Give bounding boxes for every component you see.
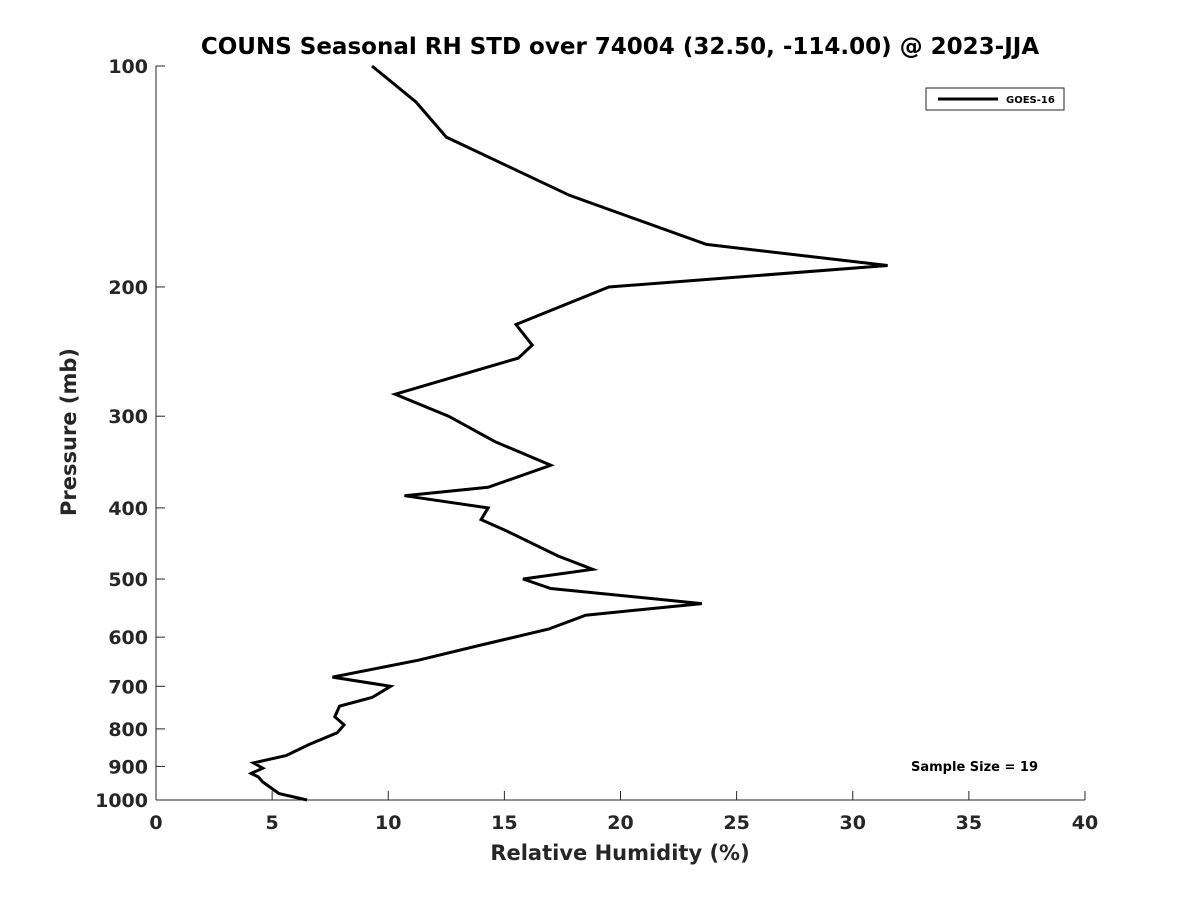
x-tick-label: 15 — [491, 812, 517, 834]
y-tick-label: 100 — [108, 56, 148, 78]
y-axis-label: Pressure (mb) — [57, 348, 81, 516]
legend-label-goes-16: GOES-16 — [1006, 95, 1055, 106]
x-axis-label: Relative Humidity (%) — [490, 841, 749, 865]
x-tick-label: 40 — [1072, 812, 1098, 834]
y-axis: 100 200 300 400 500 600 700 800 900 1000 — [95, 56, 165, 812]
plot-axes — [155, 66, 1085, 801]
x-tick-label: 20 — [607, 812, 633, 834]
x-tick-label: 35 — [956, 812, 982, 834]
sample-size-annotation: Sample Size = 19 — [911, 760, 1038, 775]
series-line-goes-16 — [247, 64, 888, 802]
legend: GOES-16 — [925, 87, 1065, 111]
y-tick-label: 200 — [108, 277, 148, 299]
y-tick-label: 900 — [108, 756, 148, 778]
x-tick-label: 0 — [149, 812, 162, 834]
series-layer — [247, 64, 888, 802]
y-tick-label: 1000 — [95, 790, 148, 812]
y-tick-label: 700 — [108, 676, 148, 698]
y-tick-label: 800 — [108, 719, 148, 741]
x-tick-label: 10 — [375, 812, 401, 834]
x-tick-label: 25 — [723, 812, 749, 834]
x-axis: 0 5 10 15 20 25 30 35 40 — [149, 791, 1098, 834]
x-tick-label: 5 — [266, 812, 279, 834]
chart-title: COUNS Seasonal RH STD over 74004 (32.50,… — [201, 34, 1039, 60]
y-tick-label: 400 — [108, 498, 148, 520]
x-tick-label: 30 — [840, 812, 866, 834]
y-tick-label: 600 — [108, 627, 148, 649]
y-tick-label: 300 — [108, 406, 148, 428]
y-tick-label: 500 — [108, 569, 148, 591]
